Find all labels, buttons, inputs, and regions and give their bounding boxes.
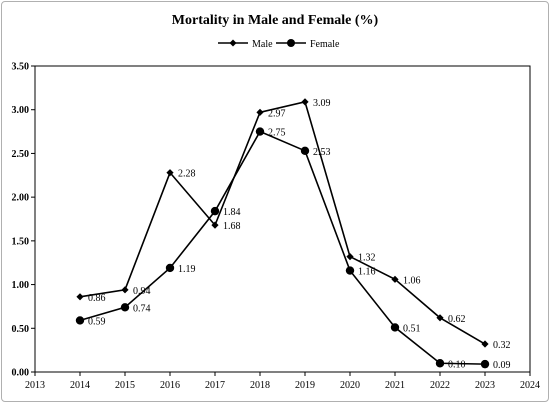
x-tick-label: 2016 <box>160 380 180 391</box>
y-tick-label: 1.50 <box>12 236 30 247</box>
x-tick-label: 2024 <box>520 380 540 391</box>
data-label-female: 0.74 <box>133 303 151 314</box>
axes: 2013 2014 2015 2016 2017 2018 2019 2020 2021 2022… <box>12 62 541 392</box>
data-label-male: 0.62 <box>448 314 466 325</box>
series-female <box>75 127 490 369</box>
point-male <box>436 314 444 322</box>
point-male <box>76 293 84 301</box>
x-tick-label: 2018 <box>250 380 270 391</box>
point-female <box>210 206 220 216</box>
data-label-male: 2.28 <box>178 169 196 180</box>
data-labels: 0.86 0.94 2.28 1.68 2.97 3.09 1.32 1.06 0.62 0.32… <box>88 98 511 371</box>
data-label-male: 0.32 <box>493 340 511 351</box>
point-male <box>211 221 219 229</box>
x-tick-label: 2013 <box>25 380 45 391</box>
x-tick-label: 2019 <box>295 380 315 391</box>
data-label-male: 2.97 <box>268 108 286 119</box>
data-label-female: 0.59 <box>88 316 106 327</box>
y-tick-label: 2.50 <box>12 149 30 160</box>
point-male <box>256 108 264 116</box>
chart-title: Mortality in Male and Female (%) <box>172 13 379 28</box>
point-male <box>391 275 399 283</box>
point-female <box>345 266 355 275</box>
y-tick-label: 3.50 <box>12 62 30 73</box>
x-tick-label: 2020 <box>340 380 360 391</box>
point-female <box>390 323 400 332</box>
point-male <box>121 286 129 294</box>
point-male <box>481 340 489 348</box>
point-female <box>480 359 490 369</box>
data-label-male: 0.94 <box>133 286 151 297</box>
data-label-female: 0.10 <box>448 359 466 370</box>
data-label-female: 2.75 <box>268 128 286 139</box>
point-female <box>165 263 175 273</box>
legend-female-label: Female <box>310 39 340 50</box>
y-tick-label: 3.00 <box>12 105 30 116</box>
point-female <box>120 303 130 312</box>
point-female <box>435 359 445 368</box>
data-label-female: 1.84 <box>223 207 241 218</box>
x-tick-label: 2015 <box>115 380 135 391</box>
data-label-female: 0.51 <box>403 323 421 334</box>
data-label-male: 1.68 <box>223 221 241 232</box>
x-tick-label: 2022 <box>430 380 450 391</box>
legend-male-label: Male <box>252 39 273 50</box>
series-line-male <box>79 100 486 345</box>
data-label-male: 3.09 <box>313 98 331 109</box>
series-male <box>76 98 489 348</box>
data-label-female: 1.19 <box>178 264 196 275</box>
point-female <box>300 146 310 156</box>
y-tick-label: 0.00 <box>12 368 30 379</box>
point-male <box>346 252 354 261</box>
x-tick-label: 2017 <box>205 380 225 391</box>
data-label-male: 1.32 <box>358 253 376 264</box>
y-tick-label: 1.00 <box>12 280 30 291</box>
x-tick-label: 2014 <box>70 380 90 391</box>
legend: Male Female <box>218 39 340 50</box>
x-tick-label: 2023 <box>475 380 495 391</box>
point-female <box>75 316 85 325</box>
data-label-male: 0.86 <box>88 293 106 304</box>
data-label-male: 1.06 <box>403 275 421 286</box>
y-tick-label: 2.00 <box>12 193 30 204</box>
series-line-female <box>79 130 486 365</box>
y-tick-label: 0.50 <box>12 324 30 335</box>
series-layer <box>75 98 490 369</box>
data-label-female: 1.16 <box>358 267 376 278</box>
point-male <box>301 98 309 106</box>
x-tick-label: 2021 <box>385 380 405 391</box>
point-male <box>166 169 174 177</box>
point-female <box>255 127 265 136</box>
plot-area <box>34 65 531 373</box>
data-label-female: 0.09 <box>493 360 511 371</box>
data-label-female: 2.53 <box>313 147 331 158</box>
legend-male: Male <box>218 39 273 50</box>
legend-female: Female <box>276 39 340 50</box>
